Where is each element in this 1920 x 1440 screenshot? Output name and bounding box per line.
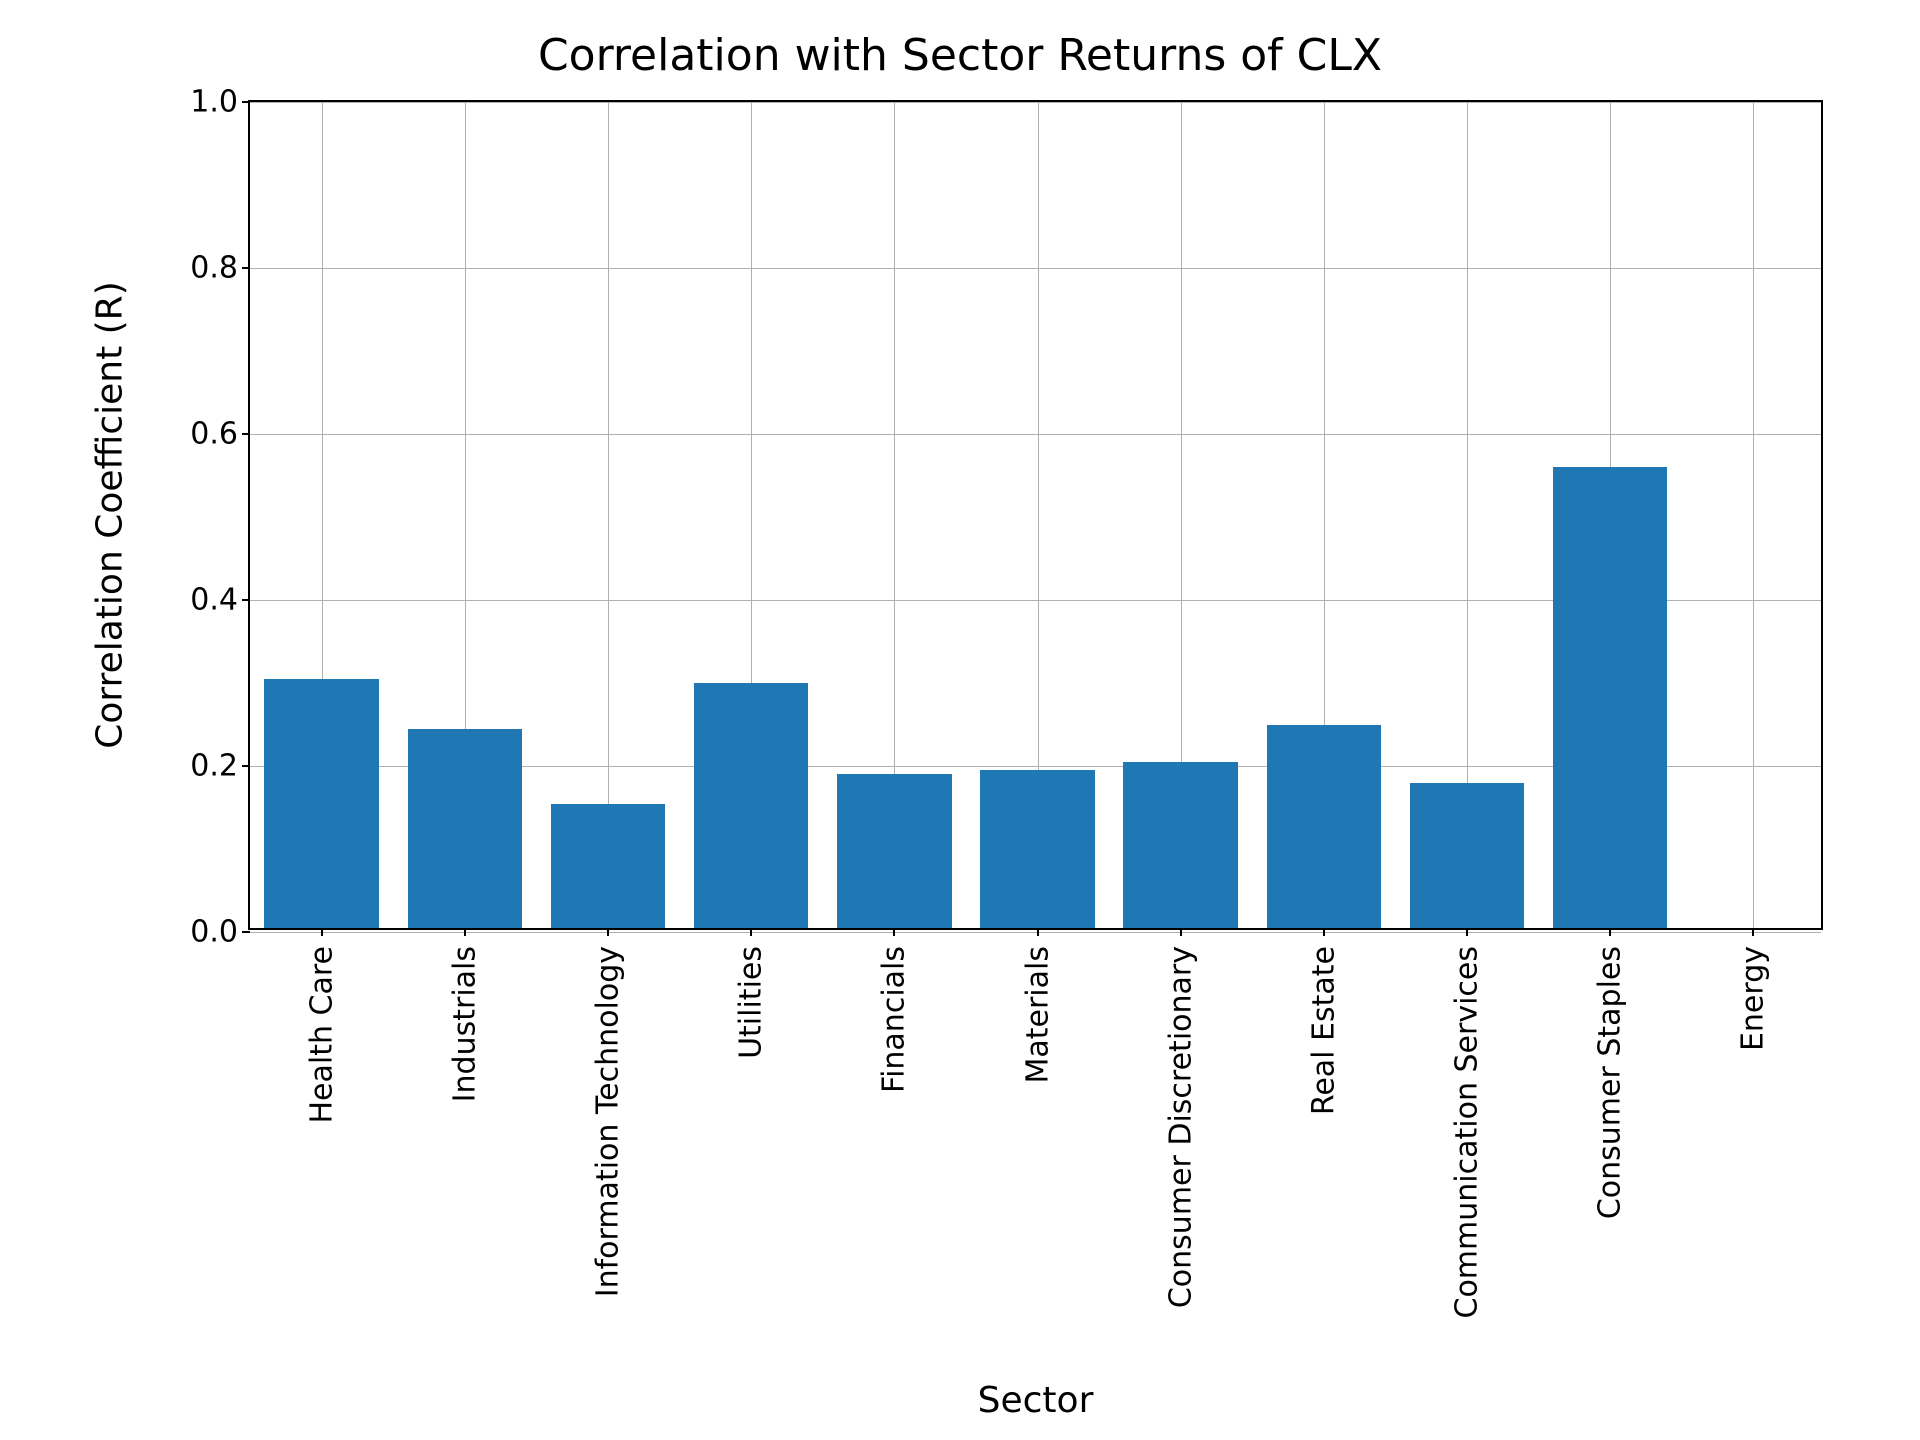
bar <box>837 774 952 928</box>
plot-area: 0.00.20.40.60.81.0Health CareIndustrials… <box>248 100 1823 930</box>
ytick-mark <box>242 765 250 767</box>
bar <box>551 804 666 929</box>
ytick-mark <box>242 599 250 601</box>
bar <box>1123 762 1238 928</box>
bar <box>980 770 1095 928</box>
bar <box>1553 467 1668 928</box>
ytick-label: 0.6 <box>190 417 238 452</box>
xtick-mark <box>1609 928 1611 936</box>
x-axis-label: Sector <box>978 1380 1094 1421</box>
xtick-label: Consumer Discretionary <box>1163 946 1198 1308</box>
xtick-label: Consumer Staples <box>1593 946 1628 1219</box>
gridline-h <box>250 102 1821 103</box>
xtick-mark <box>321 928 323 936</box>
xtick-label: Energy <box>1736 946 1771 1051</box>
xtick-label: Materials <box>1020 946 1055 1084</box>
bar <box>1267 725 1382 928</box>
xtick-mark <box>1180 928 1182 936</box>
chart-title: Correlation with Sector Returns of CLX <box>0 30 1920 81</box>
xtick-mark <box>1752 928 1754 936</box>
ytick-label: 0.2 <box>190 749 238 784</box>
xtick-label: Real Estate <box>1306 946 1341 1115</box>
xtick-label: Financials <box>877 946 912 1093</box>
xtick-mark <box>1323 928 1325 936</box>
ytick-mark <box>242 267 250 269</box>
xtick-label: Health Care <box>304 946 339 1124</box>
bar <box>694 683 809 928</box>
xtick-mark <box>750 928 752 936</box>
gridline-h <box>250 932 1821 933</box>
xtick-mark <box>893 928 895 936</box>
ytick-label: 0.4 <box>190 583 238 618</box>
xtick-label: Information Technology <box>590 946 625 1297</box>
bar <box>1410 783 1525 928</box>
gridline-h <box>250 434 1821 435</box>
ytick-mark <box>242 931 250 933</box>
xtick-mark <box>1466 928 1468 936</box>
ytick-mark <box>242 433 250 435</box>
figure: Correlation with Sector Returns of CLX 0… <box>0 0 1920 1440</box>
ytick-label: 0.8 <box>190 251 238 286</box>
xtick-mark <box>464 928 466 936</box>
ytick-label: 0.0 <box>190 915 238 950</box>
y-axis-label: Correlation Coefficient (R) <box>90 281 131 749</box>
gridline-h <box>250 268 1821 269</box>
xtick-label: Utilities <box>734 946 769 1059</box>
bar <box>264 679 379 928</box>
gridline-v <box>1753 102 1754 928</box>
ytick-label: 1.0 <box>190 85 238 120</box>
bar <box>408 729 523 928</box>
ytick-mark <box>242 101 250 103</box>
xtick-label: Communication Services <box>1450 946 1485 1319</box>
xtick-mark <box>1037 928 1039 936</box>
xtick-label: Industrials <box>447 946 482 1102</box>
xtick-mark <box>607 928 609 936</box>
